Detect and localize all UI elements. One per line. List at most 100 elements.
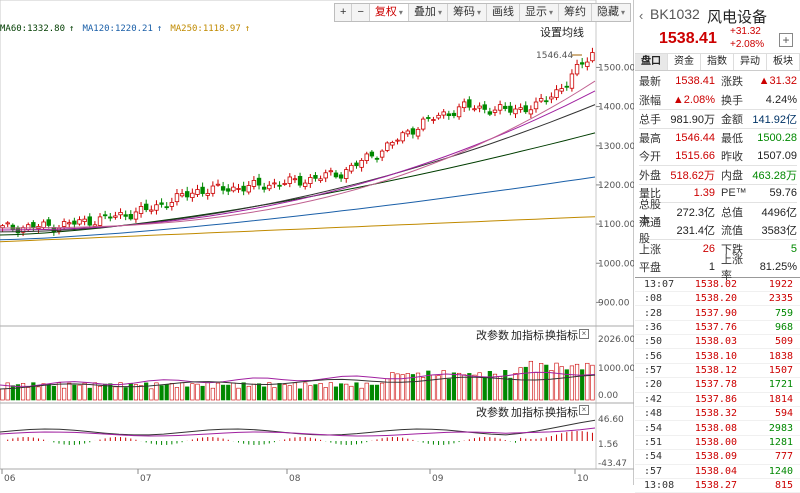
panel-button-1[interactable]: 加指标 <box>511 330 544 342</box>
up-arrow-icon: ↑ <box>244 24 251 34</box>
volume-bar <box>523 366 528 401</box>
trade-volume: 1721 <box>768 379 793 391</box>
price-tick-label: 1000.00 <box>598 259 634 269</box>
volume-bar <box>580 369 585 401</box>
time-label: 07 <box>140 474 151 484</box>
quote-panel: ‹ BK1032 风电设备 1538.41 +31.32 +2.08% + 盘口… <box>635 0 800 493</box>
stat-value: 231.4亿 <box>676 225 715 238</box>
volume-bar <box>292 382 298 401</box>
quote-tab-3[interactable]: 异动 <box>734 54 767 70</box>
stat-value: 5 <box>790 243 797 256</box>
candle-body <box>154 204 159 211</box>
stat-label: 总手 <box>639 113 661 126</box>
set-ma-button[interactable]: 设置均线 <box>540 27 584 39</box>
panel-button-2[interactable]: 换指标 <box>545 407 578 419</box>
volume-bar <box>123 387 128 401</box>
volume-bar <box>236 387 241 401</box>
volume-bar <box>72 384 77 401</box>
kline-chart-area[interactable]: 1500.00 1400.00 1300.00 1200.00 1100.00 1000.… <box>0 0 634 485</box>
quote-tab-2[interactable]: 指数 <box>701 54 734 70</box>
candle-body <box>31 222 36 229</box>
volume-bar <box>431 374 436 401</box>
trade-volume: 1281 <box>768 437 793 449</box>
macd-bars <box>7 431 593 445</box>
candle-body <box>467 99 472 108</box>
stat-label: PE™ <box>721 187 747 200</box>
volume-bar <box>405 373 410 401</box>
trade-list[interactable]: 13:07 1538.02 1922:08 1538.20 2335:28 1537.90… <box>635 276 800 493</box>
quote-tab-0[interactable]: 盘口 <box>635 54 668 70</box>
volume-bar <box>308 385 313 401</box>
candle-body <box>61 221 67 227</box>
panel-button-0[interactable]: 改参数 <box>476 407 509 419</box>
toolbar-item-label: 复权 <box>374 6 397 18</box>
panel-button-0[interactable]: 改参数 <box>476 330 509 342</box>
volume-close-icon[interactable]: × <box>579 329 589 339</box>
volume-bar <box>380 382 385 401</box>
candle-body <box>533 101 539 110</box>
toolbar-item-4[interactable]: 筹码 ▾ <box>448 4 487 21</box>
candle-body <box>113 215 118 218</box>
volume-bar <box>590 364 595 401</box>
toolbar-item-8[interactable]: 隐藏 ▾ <box>592 4 630 21</box>
volume-bar <box>462 374 467 401</box>
trade-time: :51 <box>644 437 663 449</box>
stat-label: 昨收 <box>721 150 743 163</box>
stat-row: 最高 1546.44 最低 1500.28 <box>639 127 797 147</box>
candle-body <box>231 186 236 192</box>
trade-volume: 509 <box>774 336 793 348</box>
toolbar-item-7[interactable]: 筹约 <box>559 4 592 21</box>
volume-bar <box>210 387 215 401</box>
volume-bar <box>415 372 421 401</box>
volume-bar <box>303 382 308 401</box>
candle-body <box>436 114 441 119</box>
candle-body <box>185 191 190 198</box>
candle-body <box>77 219 82 225</box>
toolbar-item-1[interactable]: − <box>352 4 370 21</box>
stat-row: 总手 981.90万 金额 141.92亿 <box>639 109 797 128</box>
macd-close-icon[interactable]: × <box>579 405 589 415</box>
stat-value: 463.28万 <box>752 169 797 182</box>
candle-body <box>164 206 169 209</box>
volume-bar <box>272 387 277 401</box>
panel-button-1[interactable]: 加指标 <box>511 407 544 419</box>
toolbar-item-3[interactable]: 叠加 ▾ <box>409 4 448 21</box>
volume-bar <box>190 383 195 401</box>
volume-bar <box>256 383 262 401</box>
volume-bar <box>97 385 103 401</box>
stat-value: 518.62万 <box>670 169 715 182</box>
kline-svg[interactable]: 1500.00 1400.00 1300.00 1200.00 1100.00 1000.… <box>0 0 634 485</box>
trade-time: :50 <box>644 336 663 348</box>
price-tick-label: 1300.00 <box>598 142 634 152</box>
volume-bar <box>539 363 544 401</box>
volume-bar <box>138 385 144 401</box>
toolbar-item-2[interactable]: 复权 ▾ <box>369 4 409 21</box>
stat-label: 最高 <box>639 132 661 145</box>
volume-bar <box>446 378 451 401</box>
volume-bar <box>374 384 380 401</box>
candle-body <box>159 202 164 205</box>
trade-time: :36 <box>644 321 663 333</box>
candle-body <box>102 214 108 217</box>
toolbar-item-5[interactable]: 画线 <box>487 4 520 21</box>
quote-tab-1[interactable]: 资金 <box>668 54 701 70</box>
candle-body <box>415 128 421 137</box>
quote-tab-4[interactable]: 板块 <box>767 54 800 70</box>
volume-bar <box>215 382 221 401</box>
back-icon[interactable]: ‹ <box>639 8 644 23</box>
volume-bar <box>277 383 282 401</box>
toolbar-item-0[interactable]: + <box>335 4 353 21</box>
candle-body <box>5 222 10 225</box>
toolbar-item-6[interactable]: 显示 ▾ <box>520 4 559 21</box>
candle-body <box>133 211 139 220</box>
candle-body <box>482 104 487 110</box>
volume-bars <box>0 360 595 401</box>
candle-body <box>26 224 31 231</box>
volume-bar <box>159 385 164 401</box>
candle-body <box>256 177 262 186</box>
stat-value: 1500.28 <box>757 131 797 144</box>
stat-row: 外盘 518.62万 内盘 463.28万 <box>639 164 797 184</box>
panel-button-2[interactable]: 换指标 <box>545 330 578 342</box>
add-watchlist-icon[interactable]: + <box>779 33 793 47</box>
candle-body <box>297 175 303 186</box>
